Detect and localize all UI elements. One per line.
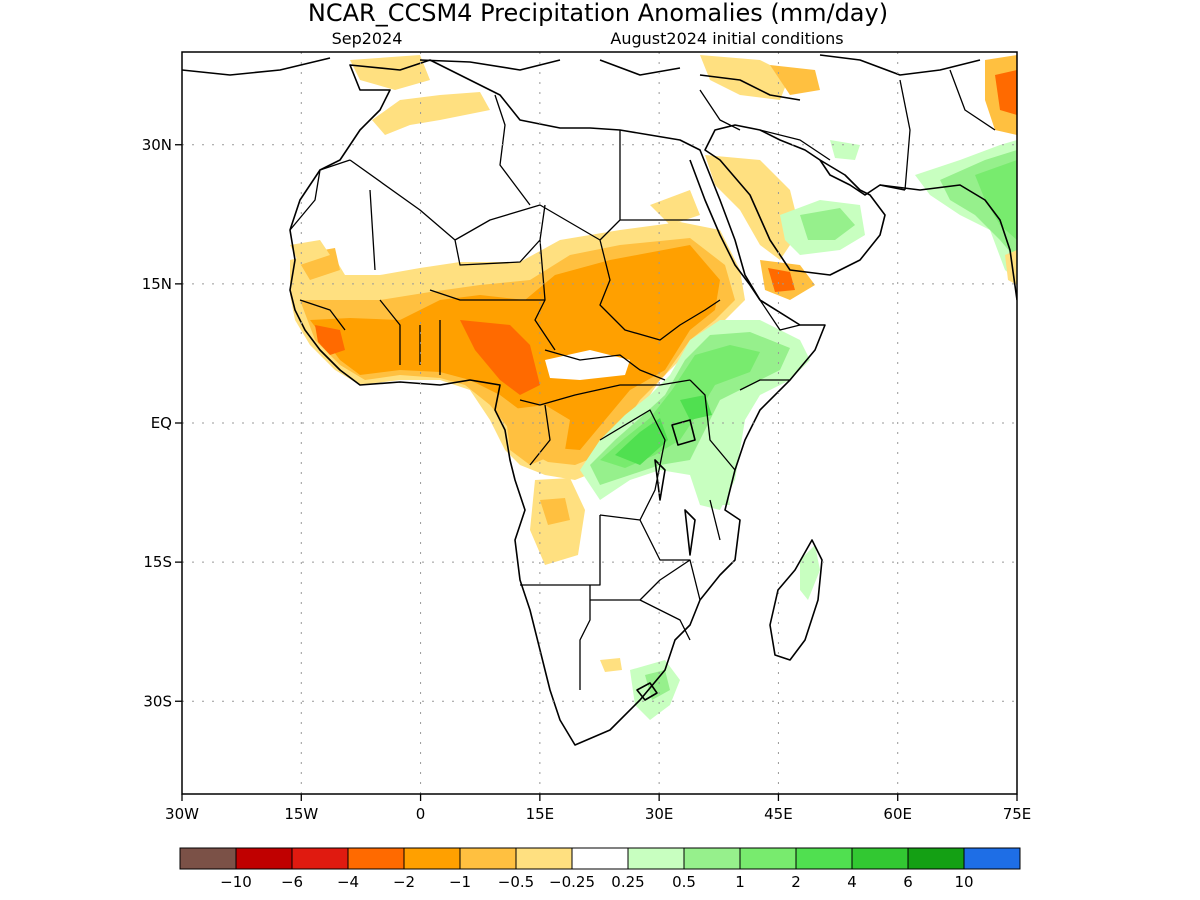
lon-tick-label: 30E: [645, 805, 674, 823]
wet-anomaly-uganda-strong: [680, 395, 712, 420]
lon-tick-label: 75E: [1003, 805, 1032, 823]
dry-anomaly-mediterranean: [350, 55, 430, 90]
europe-coast: [182, 54, 981, 101]
coastlines-and-borders: [182, 54, 1017, 746]
lake-tanganyika: [654, 459, 666, 501]
lat-tick-label: 15N: [142, 275, 172, 293]
wet-anomaly-tanzania: [700, 478, 730, 505]
legend-label: −1: [449, 873, 471, 891]
legend-swatch: [907, 847, 965, 870]
lat-tick-label: EQ: [151, 414, 172, 432]
legend-swatch: [235, 847, 293, 870]
dry-anomaly-sahel-strong: [460, 320, 540, 395]
wet-anomaly-madagascar: [800, 545, 820, 600]
wet-anomaly-east-africa-strong: [615, 418, 668, 465]
wet-anomaly-south-africa-core: [645, 670, 670, 700]
legend-swatch: [515, 847, 573, 870]
legend-label: 0.5: [672, 873, 696, 891]
lake-victoria: [671, 419, 696, 446]
legend-label: −0.25: [549, 873, 595, 891]
map-gridlines: [182, 52, 1017, 794]
africa-coastline: [289, 59, 826, 746]
dry-anomaly-arabia: [705, 155, 800, 260]
wet-anomaly-south-asia-core: [975, 160, 1017, 240]
lon-tick-label: 45E: [764, 805, 793, 823]
legend-swatch: [347, 847, 405, 870]
legend-label: 0.25: [611, 873, 644, 891]
legend-swatch: [683, 847, 741, 870]
legend-label: −2: [393, 873, 415, 891]
legend-label: 6: [903, 873, 913, 891]
map-subtitle-month: Sep2024: [332, 29, 403, 48]
legend-swatch: [627, 847, 685, 870]
neutral-area-car: [545, 350, 630, 380]
dry-anomaly-egypt: [650, 190, 700, 225]
lake-malawi: [684, 509, 696, 556]
legend-label: 4: [847, 873, 857, 891]
lat-tick-label: 30N: [142, 136, 172, 154]
color-legend: −10 −6 −4 −2 −1 −0.5 −0.25 0.25 0.5 1 2 4 6 10: [179, 847, 1021, 891]
precipitation-anomaly-shading: [290, 55, 1017, 720]
lat-tick-label: 30S: [143, 692, 172, 710]
map-subtitle-initial-conditions: August2024 initial conditions: [610, 29, 843, 48]
lesotho-border: [636, 682, 658, 701]
legend-swatch: [571, 847, 629, 870]
lon-tick-label: 15W: [284, 805, 318, 823]
legend-swatch: [963, 847, 1021, 870]
dry-anomaly-asia-core: [995, 70, 1017, 115]
dry-anomaly-angola-core: [540, 498, 570, 525]
legend-swatch: [459, 847, 517, 870]
legend-label: −10: [220, 873, 252, 891]
lon-tick-label: 60E: [883, 805, 912, 823]
legend-label: −0.5: [498, 873, 534, 891]
legend-label: 10: [954, 873, 973, 891]
dry-anomaly-north-africa: [372, 92, 490, 135]
legend-swatch: [291, 847, 349, 870]
legend-label: 1: [735, 873, 745, 891]
legend-swatch: [403, 847, 461, 870]
dry-anomaly-congo: [505, 405, 570, 465]
wet-anomaly-gulf: [830, 140, 860, 160]
dry-anomaly-middle-east: [700, 55, 790, 100]
wet-anomaly-arabia-core: [800, 208, 855, 240]
dry-anomaly-westafrica-strong: [315, 325, 345, 355]
lat-tick-label: 15S: [143, 553, 172, 571]
legend-label: −4: [337, 873, 359, 891]
lon-tick-label: 0: [416, 805, 426, 823]
legend-swatch: [851, 847, 909, 870]
lon-tick-label: 15E: [526, 805, 555, 823]
country-borders: [289, 69, 996, 690]
dry-anomaly-yemen-core: [768, 268, 795, 292]
lon-tick-label: 30W: [165, 805, 199, 823]
map-axes: 30N 15N EQ 15S 30S 30W 15W 0 15E 30E 45E 60E 75E: [142, 136, 1032, 823]
legend-swatch: [179, 847, 237, 870]
iran-pakistan-coast: [879, 184, 1017, 301]
dry-anomaly-iran: [770, 65, 820, 95]
legend-label: −6: [281, 873, 303, 891]
madagascar-coastline: [769, 539, 823, 661]
dry-anomaly-south: [600, 658, 622, 672]
dry-anomaly-westafrica-north: [290, 240, 330, 265]
legend-swatch: [739, 847, 797, 870]
legend-swatch: [795, 847, 853, 870]
map-title: NCAR_CCSM4 Precipitation Anomalies (mm/d…: [308, 0, 888, 27]
red-sea-coast: [689, 159, 761, 301]
legend-label: 2: [791, 873, 801, 891]
persian-gulf-coast: [819, 159, 906, 196]
